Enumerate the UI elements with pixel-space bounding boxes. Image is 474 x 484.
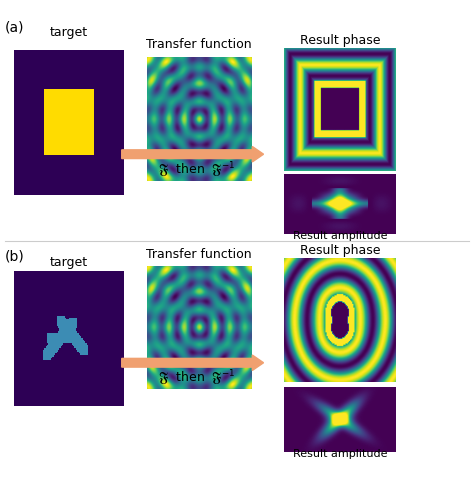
Text: Transfer function: Transfer function xyxy=(146,247,252,260)
Text: $\mathfrak{F}$  then  $\mathfrak{F}^{-1}$: $\mathfrak{F}$ then $\mathfrak{F}^{-1}$ xyxy=(158,367,236,387)
Text: (b): (b) xyxy=(5,249,25,263)
Text: Result amplitude: Result amplitude xyxy=(293,230,388,240)
FancyArrow shape xyxy=(122,147,264,163)
Text: target: target xyxy=(50,26,88,39)
Text: Transfer function: Transfer function xyxy=(146,38,252,51)
Text: Result amplitude: Result amplitude xyxy=(293,448,388,458)
Text: Result phase: Result phase xyxy=(300,33,381,46)
Text: Result phase: Result phase xyxy=(300,243,381,257)
FancyArrow shape xyxy=(122,355,264,371)
Text: (a): (a) xyxy=(5,20,24,34)
Text: $\mathfrak{F}$  then  $\mathfrak{F}^{-1}$: $\mathfrak{F}$ then $\mathfrak{F}^{-1}$ xyxy=(158,160,236,180)
Text: target: target xyxy=(50,255,88,268)
